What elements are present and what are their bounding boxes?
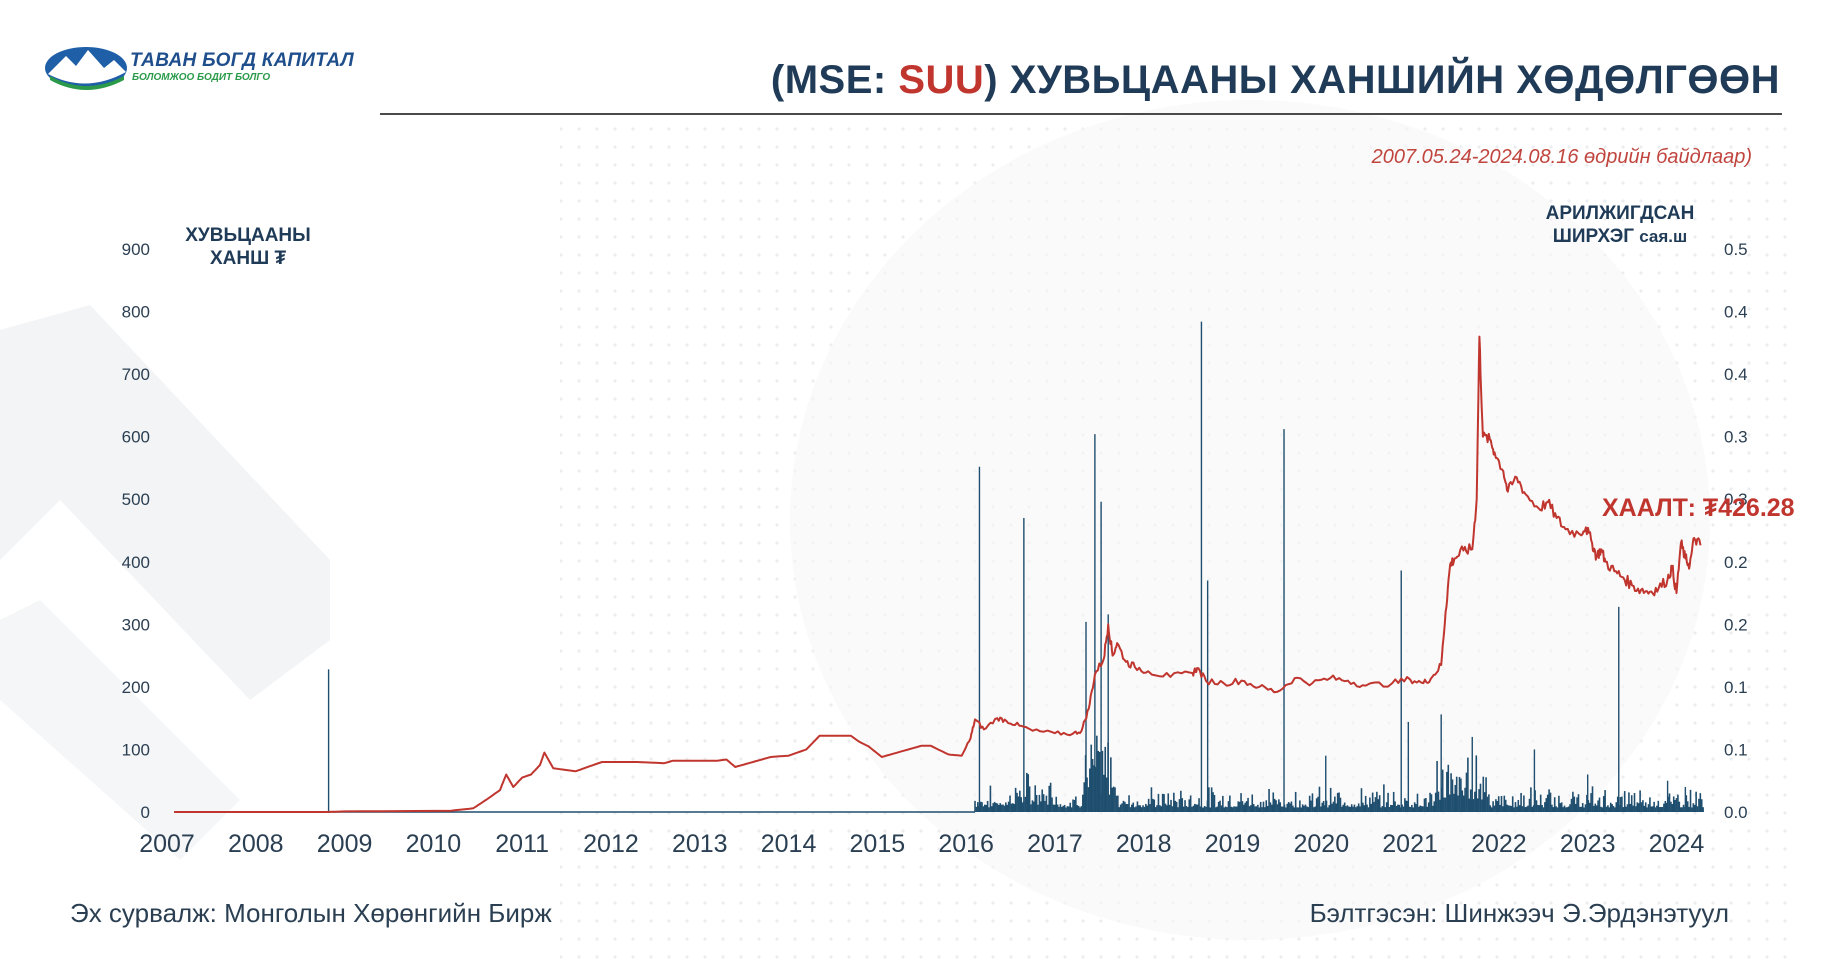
- x-tick-label: 2015: [850, 830, 906, 858]
- page-title: (MSE: SUU) ХУВЬЦААНЫ ХАНШИЙН ХӨДӨЛГӨӨН: [771, 58, 1780, 103]
- x-tick-label: 2010: [406, 830, 462, 858]
- right-axis-title: АРИЛЖИГДСАН ШИРХЭГ сая.ш: [1520, 202, 1720, 248]
- x-tick-label: 2016: [938, 830, 994, 858]
- y-left-tick-label: 600: [122, 428, 150, 447]
- x-tick-label: 2007: [139, 830, 195, 858]
- company-logo: [45, 47, 127, 90]
- x-tick-label: 2013: [672, 830, 728, 858]
- x-tick-label: 2018: [1116, 830, 1172, 858]
- y-right-tick-label: 0.5: [1724, 240, 1748, 259]
- x-tick-label: 2020: [1293, 830, 1349, 858]
- y-left-tick-label: 200: [122, 678, 150, 697]
- title-divider: [380, 113, 1782, 115]
- left-axis-title-line1: ХУВЬЦААНЫ: [185, 225, 311, 246]
- closing-price-label: ХААЛТ: ₮426.28: [1602, 494, 1795, 522]
- x-tick-label: 2008: [228, 830, 284, 858]
- x-tick-label: 2017: [1027, 830, 1083, 858]
- x-tick-label: 2009: [317, 830, 373, 858]
- y-right-tick-label: 0.0: [1724, 803, 1748, 822]
- y-right-tick-label: 0.3: [1724, 428, 1748, 447]
- y-right-tick-label: 0.4: [1724, 365, 1748, 384]
- right-axis-unit: сая.ш: [1639, 227, 1688, 246]
- y-right-tick-label: 0.2: [1724, 615, 1748, 634]
- y-left-tick-label: 400: [122, 553, 150, 572]
- y-left-tick-label: 800: [122, 303, 150, 322]
- price-line: [174, 335, 1702, 813]
- y-left-tick-label: 100: [122, 740, 150, 759]
- title-ticker: SUU: [898, 58, 985, 102]
- x-tick-label: 2014: [761, 830, 817, 858]
- x-tick-label: 2019: [1205, 830, 1261, 858]
- date-range-note: 2007.05.24-2024.08.16 өдрийн байдлаар): [1371, 146, 1752, 168]
- logo-company-name: ТАВАН БОГД КАПИТАЛ: [130, 50, 355, 71]
- x-tick-label: 2021: [1382, 830, 1438, 858]
- y-left-tick-label: 0: [141, 803, 150, 822]
- y-left-tick-label: 700: [122, 365, 150, 384]
- source-note: Эх сурвалж: Монголын Хөрөнгийн Бирж: [70, 898, 552, 928]
- y-right-tick-label: 0.1: [1724, 740, 1748, 759]
- y-right-tick-label: 0.2: [1724, 553, 1748, 572]
- logo-slogan: БОЛОМЖОО БОДИТ БОЛГО: [132, 72, 271, 83]
- y-left-tick-label: 500: [122, 490, 150, 509]
- y-left-tick-label: 300: [122, 615, 150, 634]
- y-right-tick-label: 0.3: [1724, 490, 1748, 509]
- left-axis-title-line2: ХАНШ ₮: [209, 248, 287, 269]
- title-prefix: (MSE:: [770, 58, 899, 102]
- x-tick-label: 2024: [1649, 830, 1705, 858]
- author-note: Бэлтгэсэн: Шинжээч Э.Эрдэнэтуул: [1309, 898, 1729, 928]
- right-axis-title-line2: ШИРХЭГ: [1552, 226, 1634, 247]
- x-tick-label: 2023: [1560, 830, 1616, 858]
- y-right-tick-label: 0.1: [1724, 678, 1748, 697]
- right-axis-title-line1: АРИЛЖИГДСАН: [1545, 203, 1695, 224]
- x-tick-label: 2011: [495, 830, 549, 858]
- x-tick-label: 2012: [583, 830, 639, 858]
- y-left-tick-label: 900: [122, 240, 150, 259]
- title-suffix: ) ХУВЬЦААНЫ ХАНШИЙН ХӨДӨЛГӨӨН: [984, 58, 1780, 102]
- left-axis-title: ХУВЬЦААНЫ ХАНШ ₮: [168, 224, 328, 270]
- y-right-tick-label: 0.4: [1724, 303, 1748, 322]
- x-tick-label: 2022: [1471, 830, 1527, 858]
